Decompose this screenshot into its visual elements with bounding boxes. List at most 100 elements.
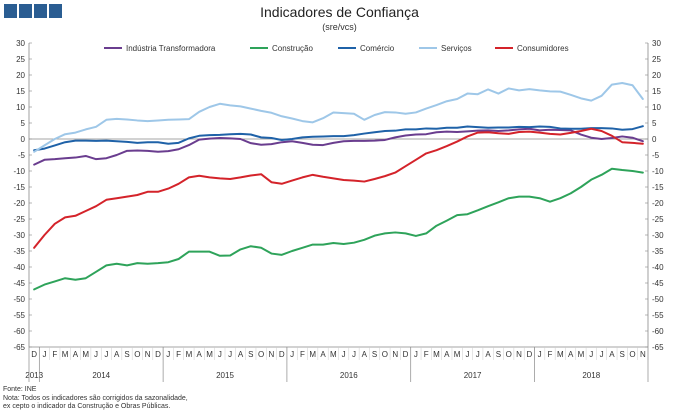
x-tick-label: J [290, 350, 294, 359]
x-tick-label: A [197, 350, 203, 359]
y-tick-label-left: -30 [13, 231, 25, 240]
y-tick-label-left: 10 [16, 103, 25, 112]
x-tick-label: A [485, 350, 491, 359]
x-tick-label: S [372, 350, 377, 359]
x-tick-label: S [124, 350, 129, 359]
x-tick-label: O [134, 350, 140, 359]
y-tick-label-left: -35 [13, 247, 25, 256]
x-tick-label: M [433, 350, 440, 359]
x-tick-label: N [392, 350, 398, 359]
x-tick-label: N [145, 350, 151, 359]
legend-label-comercio: Comércio [360, 44, 395, 53]
x-tick-label: A [73, 350, 79, 359]
x-tick-label: M [82, 350, 89, 359]
y-tick-label-left: -55 [13, 311, 25, 320]
ine-logo [4, 4, 62, 18]
legend-label-industria: Indústria Transformadora [126, 44, 216, 53]
y-tick-label-left: -10 [13, 167, 25, 176]
y-tick-label-left: -45 [13, 279, 25, 288]
x-tick-label: F [176, 350, 181, 359]
x-tick-label: M [557, 350, 564, 359]
x-year-label: 2016 [340, 371, 358, 380]
y-tick-label-right: -30 [652, 231, 664, 240]
x-tick-label: J [414, 350, 418, 359]
x-tick-label: J [166, 350, 170, 359]
y-tick-label-left: -50 [13, 295, 25, 304]
y-tick-label-right: -65 [652, 343, 664, 352]
x-tick-label: J [589, 350, 593, 359]
y-tick-label-right: 20 [652, 71, 661, 80]
x-tick-label: O [258, 350, 264, 359]
y-tick-label-right: 15 [652, 87, 661, 96]
y-tick-label-left: 15 [16, 87, 25, 96]
footnote-line-1: Nota: Todos os indicadores são corrigido… [3, 395, 188, 402]
x-tick-label: S [248, 350, 253, 359]
y-tick-label-left: 5 [21, 119, 26, 128]
y-tick-label-left: -5 [18, 151, 26, 160]
y-tick-label-left: -20 [13, 199, 25, 208]
x-tick-label: F [300, 350, 305, 359]
x-year-label: 2014 [92, 371, 110, 380]
x-tick-label: J [218, 350, 222, 359]
x-tick-label: D [403, 350, 409, 359]
legend-label-construcao: Construção [272, 44, 313, 53]
chart-subtitle: (sre/vcs) [322, 22, 357, 32]
y-tick-label-right: -60 [652, 327, 664, 336]
x-tick-label: F [52, 350, 57, 359]
x-tick-label: A [114, 350, 120, 359]
x-year-label: 2013 [25, 371, 43, 380]
x-tick-label: M [206, 350, 213, 359]
x-tick-label: J [465, 350, 469, 359]
y-tick-label-right: -20 [652, 199, 664, 208]
series-line-comercio [33, 125, 644, 152]
x-tick-label: J [104, 350, 108, 359]
y-tick-label-left: 30 [16, 39, 25, 48]
x-tick-label: A [238, 350, 244, 359]
x-tick-label: J [352, 350, 356, 359]
x-tick-label: N [640, 350, 646, 359]
x-tick-label: S [620, 350, 625, 359]
x-tick-label: D [155, 350, 161, 359]
y-tick-label-right: -25 [652, 215, 664, 224]
y-tick-label-right: -35 [652, 247, 664, 256]
x-tick-label: J [600, 350, 604, 359]
x-tick-label: A [609, 350, 615, 359]
y-tick-label-right: -45 [652, 279, 664, 288]
x-tick-label: M [62, 350, 69, 359]
series-line-servicos [33, 82, 644, 153]
x-tick-label: J [342, 350, 346, 359]
y-tick-label-right: 10 [652, 103, 661, 112]
x-tick-label: D [31, 350, 37, 359]
legend-label-servicos: Serviços [441, 44, 472, 53]
y-tick-label-right: 5 [652, 119, 657, 128]
chart-title: Indicadores de Confiança [260, 4, 419, 20]
x-tick-label: O [629, 350, 635, 359]
y-tick-label-right: 25 [652, 55, 661, 64]
x-year-label: 2018 [582, 371, 600, 380]
y-tick-label-right: -5 [652, 151, 660, 160]
x-year-label: 2017 [464, 371, 482, 380]
x-tick-label: J [42, 350, 46, 359]
y-tick-label-right: -10 [652, 167, 664, 176]
y-tick-label-left: -25 [13, 215, 25, 224]
x-tick-label: D [279, 350, 285, 359]
x-tick-label: A [444, 350, 450, 359]
x-tick-label: A [362, 350, 368, 359]
y-tick-label-left: 0 [21, 135, 26, 144]
y-tick-label-right: -55 [652, 311, 664, 320]
footnote-line-2: ex cepto o indicador da Construção e Obr… [3, 403, 171, 410]
x-tick-label: M [330, 350, 337, 359]
x-tick-label: O [382, 350, 388, 359]
x-tick-label: J [228, 350, 232, 359]
x-tick-label: N [516, 350, 522, 359]
x-tick-label: M [454, 350, 461, 359]
y-tick-label-right: 30 [652, 39, 661, 48]
y-tick-label-right: -50 [652, 295, 664, 304]
x-year-label: 2015 [216, 371, 234, 380]
y-tick-label-left: 25 [16, 55, 25, 64]
x-tick-label: F [548, 350, 553, 359]
y-tick-label-left: -65 [13, 343, 25, 352]
x-tick-label: J [538, 350, 542, 359]
source-note: Fonte: INE [3, 386, 37, 393]
